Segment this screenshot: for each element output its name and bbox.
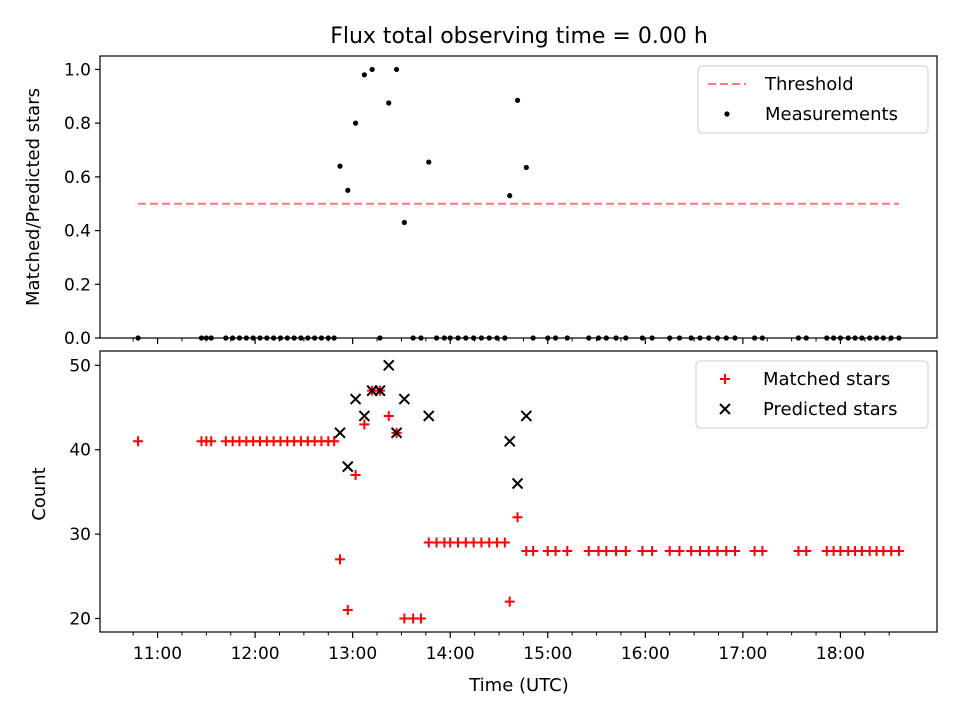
predicted-stars-point [342,460,354,473]
top-y-tick-label: 1.0 [64,60,91,80]
top-axes-frame [99,55,938,339]
top-y-tick-label: 0.4 [64,222,91,242]
predicted-stars-point [334,427,346,439]
bottom-panel: 20 30 40 50 11:00 12:00 13:00 14:00 15:00 16:00 17… [69,350,938,664]
matched-stars-point [647,545,658,556]
matched-stars-point [664,545,675,556]
top-legend: Threshold Measurements [697,65,929,134]
legend-label: Matched stars [763,369,890,390]
matched-stars-point [757,545,768,556]
matched-stars-point [637,545,648,556]
matched-stars-point [550,545,561,556]
matched-stars-point [562,545,573,556]
matched-stars-point [399,613,410,624]
x-axis-label: Time (UTC) [468,675,569,696]
bottom-legend: Matched stars Predicted stars [695,360,929,429]
predicted-stars-point [520,410,533,422]
bottom-legend-box [695,360,929,429]
x-tick-label: 15:00 [523,644,572,664]
matched-stars-point [504,596,515,607]
bottom-y-tick-label: 40 [69,441,91,461]
measurement-point [361,72,367,78]
matched-stars-point [383,410,394,421]
matched-stars-point [620,545,631,556]
top-y-tick-label: 0.6 [64,168,91,188]
predicted-stars-point [349,393,362,405]
bottom-plot-area [133,359,904,624]
x-tick-label: 16:00 [621,644,670,664]
x-tick-label: 17:00 [718,644,767,664]
top-y-tick-label: 0.2 [64,275,91,295]
matched-stars-point [601,545,612,556]
predicted-stars-point [504,435,516,447]
measurement-point [393,66,400,73]
predicted-stars-point [423,410,435,422]
matched-stars-point [686,545,697,556]
figure-title: Flux total observing time = 0.00 h [330,24,708,49]
measurement-point [523,164,529,171]
measurement-point [345,187,351,193]
matched-stars-point [334,554,345,565]
legend-matched-stars-swatch [720,374,730,384]
bottom-axes-frame [99,350,938,633]
matched-stars-point [499,537,510,548]
matched-stars-point [694,545,705,556]
x-tick-label: 18:00 [816,644,865,664]
matched-stars-point [703,545,714,556]
bottom-y-tick-label: 20 [69,609,91,629]
predicted-stars-point [383,359,395,372]
matched-stars-point [133,436,144,447]
measurement-point [514,97,521,103]
x-tick-label: 14:00 [426,644,475,664]
matched-stars-point [712,545,723,556]
measurement-point [386,100,392,106]
predicted-stars-point [398,393,411,405]
legend-label: Predicted stars [763,399,897,420]
legend-label: Measurements [765,104,898,125]
matched-stars-point [674,545,685,556]
legend-label: Threshold [764,74,854,95]
predicted-stars-point [374,384,386,397]
matched-stars-point [206,436,217,447]
bottom-y-tick-label: 50 [69,356,91,376]
measurement-point [352,120,359,126]
measurement-point [369,66,375,73]
matched-stars-point [730,545,741,556]
top-y-axis-label: Matched/Predicted stars [23,88,44,306]
matched-stars-point [350,470,361,481]
top-y-tick-label: 0.8 [64,114,91,134]
x-tick-label: 12:00 [231,644,280,664]
matched-stars-point [721,545,732,556]
legend-measurements-swatch [724,111,730,117]
measurement-point [507,193,513,199]
matched-stars-point [359,419,370,430]
predicted-stars-point [390,427,403,439]
measurement-point [337,163,343,169]
predicted-stars-point [511,477,524,490]
matched-stars-point [611,545,622,556]
matched-stars-point [583,545,594,556]
bottom-y-tick-label: 30 [69,525,91,545]
matched-stars-point [415,613,426,624]
matched-stars-point [329,436,340,447]
matched-stars-point [801,545,812,556]
measurement-point [426,159,432,165]
top-y-tick-label: 0.0 [64,329,91,349]
x-tick-label: 13:00 [328,644,377,664]
measurement-point [401,219,407,226]
legend-predicted-stars-swatch [719,403,731,415]
matched-stars-point [512,512,523,523]
bottom-y-axis-label: Count [29,467,50,520]
x-tick-label: 11:00 [133,644,182,664]
top-panel: 0.0 0.2 0.4 0.6 0.8 1.0 Threshold Measurements [64,55,938,349]
matched-stars-point [528,545,539,556]
top-legend-box [697,65,929,134]
matched-stars-point [893,545,904,556]
predicted-stars-point [358,410,371,422]
matched-stars-point [342,605,353,616]
